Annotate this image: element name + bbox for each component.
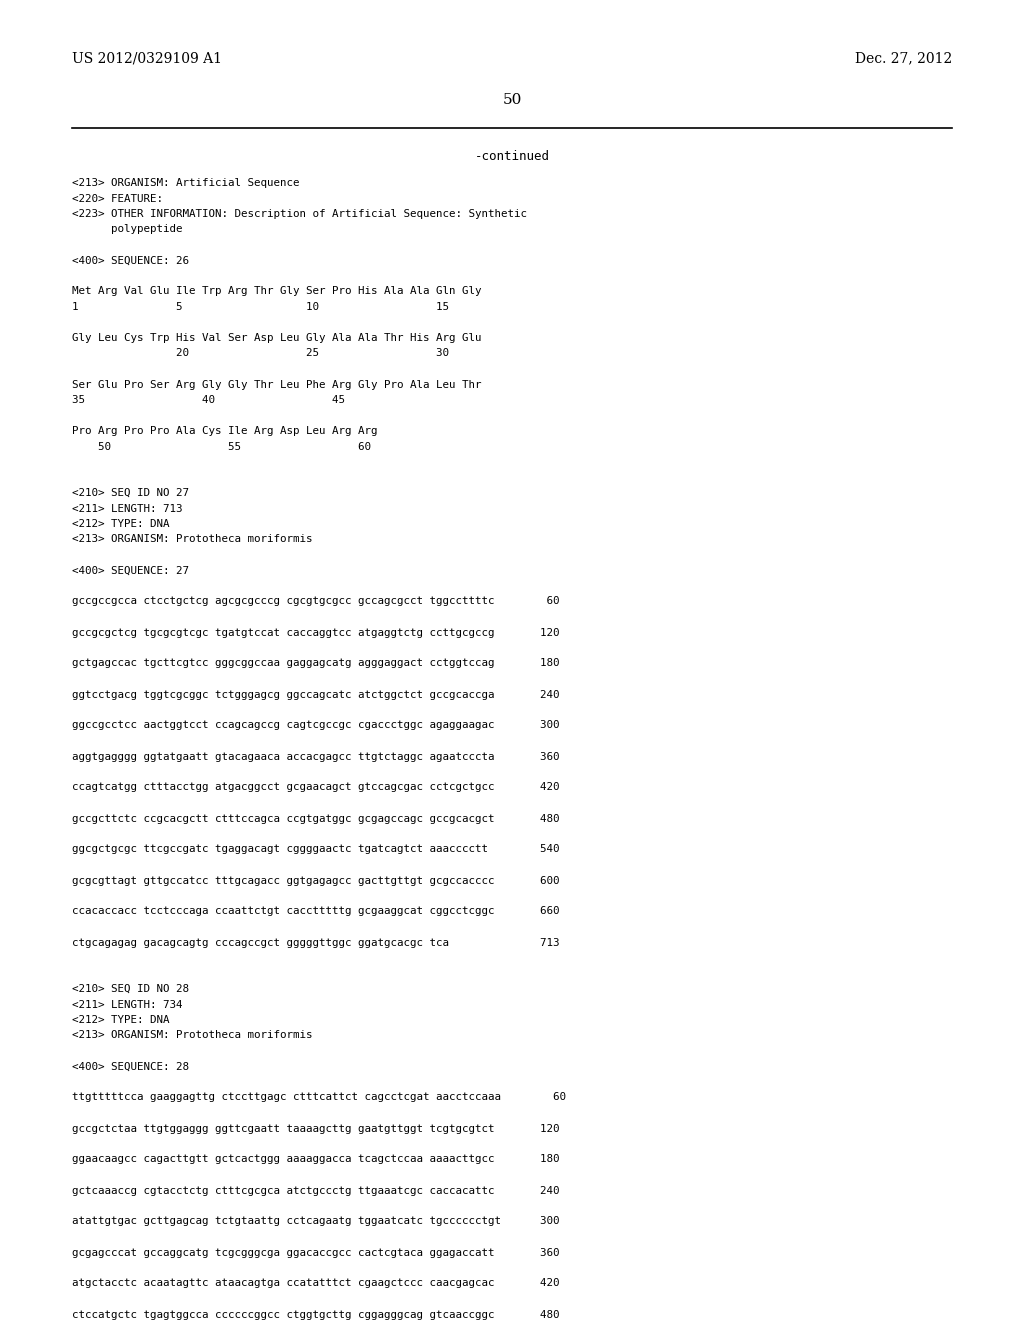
Text: gccgctctaa ttgtggaggg ggttcgaatt taaaagcttg gaatgttggt tcgtgcgtct       120: gccgctctaa ttgtggaggg ggttcgaatt taaaagc… — [72, 1123, 559, 1134]
Text: <400> SEQUENCE: 27: <400> SEQUENCE: 27 — [72, 565, 189, 576]
Text: gctgagccac tgcttcgtcc gggcggccaa gaggagcatg agggaggact cctggtccag       180: gctgagccac tgcttcgtcc gggcggccaa gaggagc… — [72, 659, 559, 668]
Text: 1               5                   10                  15: 1 5 10 15 — [72, 302, 449, 312]
Text: <210> SEQ ID NO 28: <210> SEQ ID NO 28 — [72, 983, 189, 994]
Text: ccagtcatgg ctttacctgg atgacggcct gcgaacagct gtccagcgac cctcgctgcc       420: ccagtcatgg ctttacctgg atgacggcct gcgaaca… — [72, 783, 559, 792]
Text: gctcaaaccg cgtacctctg ctttcgcgca atctgccctg ttgaaatcgc caccacattc       240: gctcaaaccg cgtacctctg ctttcgcgca atctgcc… — [72, 1185, 559, 1196]
Text: gcgagcccat gccaggcatg tcgcgggcga ggacaccgcc cactcgtaca ggagaccatt       360: gcgagcccat gccaggcatg tcgcgggcga ggacacc… — [72, 1247, 559, 1258]
Text: US 2012/0329109 A1: US 2012/0329109 A1 — [72, 51, 222, 65]
Text: <223> OTHER INFORMATION: Description of Artificial Sequence: Synthetic: <223> OTHER INFORMATION: Description of … — [72, 209, 527, 219]
Text: 35                  40                  45: 35 40 45 — [72, 395, 345, 405]
Text: 50: 50 — [503, 92, 521, 107]
Text: Gly Leu Cys Trp His Val Ser Asp Leu Gly Ala Ala Thr His Arg Glu: Gly Leu Cys Trp His Val Ser Asp Leu Gly … — [72, 333, 481, 343]
Text: <212> TYPE: DNA: <212> TYPE: DNA — [72, 519, 170, 529]
Text: -continued: -continued — [474, 150, 550, 162]
Text: polypeptide: polypeptide — [72, 224, 182, 235]
Text: <211> LENGTH: 734: <211> LENGTH: 734 — [72, 999, 182, 1010]
Text: <400> SEQUENCE: 28: <400> SEQUENCE: 28 — [72, 1061, 189, 1072]
Text: ggtcctgacg tggtcgcggc tctgggagcg ggccagcatc atctggctct gccgcaccga       240: ggtcctgacg tggtcgcggc tctgggagcg ggccagc… — [72, 689, 559, 700]
Text: 20                  25                  30: 20 25 30 — [72, 348, 449, 359]
Text: <212> TYPE: DNA: <212> TYPE: DNA — [72, 1015, 170, 1026]
Text: Dec. 27, 2012: Dec. 27, 2012 — [855, 51, 952, 65]
Text: gccgccgcca ctcctgctcg agcgcgcccg cgcgtgcgcc gccagcgcct tggccttttc        60: gccgccgcca ctcctgctcg agcgcgcccg cgcgtgc… — [72, 597, 559, 606]
Text: gccgcgctcg tgcgcgtcgc tgatgtccat caccaggtcc atgaggtctg ccttgcgccg       120: gccgcgctcg tgcgcgtcgc tgatgtccat caccagg… — [72, 627, 559, 638]
Text: atattgtgac gcttgagcag tctgtaattg cctcagaatg tggaatcatc tgcccccctgt      300: atattgtgac gcttgagcag tctgtaattg cctcaga… — [72, 1217, 559, 1226]
Text: <220> FEATURE:: <220> FEATURE: — [72, 194, 163, 203]
Text: aggtgagggg ggtatgaatt gtacagaaca accacgagcc ttgtctaggc agaatcccta       360: aggtgagggg ggtatgaatt gtacagaaca accacga… — [72, 751, 559, 762]
Text: <211> LENGTH: 713: <211> LENGTH: 713 — [72, 503, 182, 513]
Text: ggccgcctcc aactggtcct ccagcagccg cagtcgccgc cgaccctggc agaggaagac       300: ggccgcctcc aactggtcct ccagcagccg cagtcgc… — [72, 721, 559, 730]
Text: ctgcagagag gacagcagtg cccagccgct gggggttggc ggatgcacgc tca              713: ctgcagagag gacagcagtg cccagccgct gggggtt… — [72, 937, 559, 948]
Text: ggcgctgcgc ttcgccgatc tgaggacagt cggggaactc tgatcagtct aaacccctt        540: ggcgctgcgc ttcgccgatc tgaggacagt cggggaa… — [72, 845, 559, 854]
Text: 50                  55                  60: 50 55 60 — [72, 441, 371, 451]
Text: ctccatgctc tgagtggcca ccccccggcc ctggtgcttg cggagggcag gtcaaccggc       480: ctccatgctc tgagtggcca ccccccggcc ctggtgc… — [72, 1309, 559, 1320]
Text: Ser Glu Pro Ser Arg Gly Gly Thr Leu Phe Arg Gly Pro Ala Leu Thr: Ser Glu Pro Ser Arg Gly Gly Thr Leu Phe … — [72, 380, 481, 389]
Text: atgctacctc acaatagttc ataacagtga ccatatttct cgaagctccc caacgagcac       420: atgctacctc acaatagttc ataacagtga ccatatt… — [72, 1279, 559, 1288]
Text: gcgcgttagt gttgccatcc tttgcagacc ggtgagagcc gacttgttgt gcgccacccc       600: gcgcgttagt gttgccatcc tttgcagacc ggtgaga… — [72, 875, 559, 886]
Text: Pro Arg Pro Pro Ala Cys Ile Arg Asp Leu Arg Arg: Pro Arg Pro Pro Ala Cys Ile Arg Asp Leu … — [72, 426, 378, 436]
Text: <213> ORGANISM: Artificial Sequence: <213> ORGANISM: Artificial Sequence — [72, 178, 299, 187]
Text: <213> ORGANISM: Prototheca moriformis: <213> ORGANISM: Prototheca moriformis — [72, 535, 312, 544]
Text: Met Arg Val Glu Ile Trp Arg Thr Gly Ser Pro His Ala Ala Gln Gly: Met Arg Val Glu Ile Trp Arg Thr Gly Ser … — [72, 286, 481, 297]
Text: <213> ORGANISM: Prototheca moriformis: <213> ORGANISM: Prototheca moriformis — [72, 1031, 312, 1040]
Text: ggaacaagcc cagacttgtt gctcactggg aaaaggacca tcagctccaa aaaacttgcc       180: ggaacaagcc cagacttgtt gctcactggg aaaagga… — [72, 1155, 559, 1164]
Text: <400> SEQUENCE: 26: <400> SEQUENCE: 26 — [72, 256, 189, 265]
Text: <210> SEQ ID NO 27: <210> SEQ ID NO 27 — [72, 488, 189, 498]
Text: ccacaccacc tcctcccaga ccaattctgt cacctttttg gcgaaggcat cggcctcggc       660: ccacaccacc tcctcccaga ccaattctgt caccttt… — [72, 907, 559, 916]
Text: gccgcttctc ccgcacgctt ctttccagca ccgtgatggc gcgagccagc gccgcacgct       480: gccgcttctc ccgcacgctt ctttccagca ccgtgat… — [72, 813, 559, 824]
Text: ttgtttttcca gaaggagttg ctccttgagc ctttcattct cagcctcgat aacctccaaa        60: ttgtttttcca gaaggagttg ctccttgagc ctttca… — [72, 1093, 566, 1102]
